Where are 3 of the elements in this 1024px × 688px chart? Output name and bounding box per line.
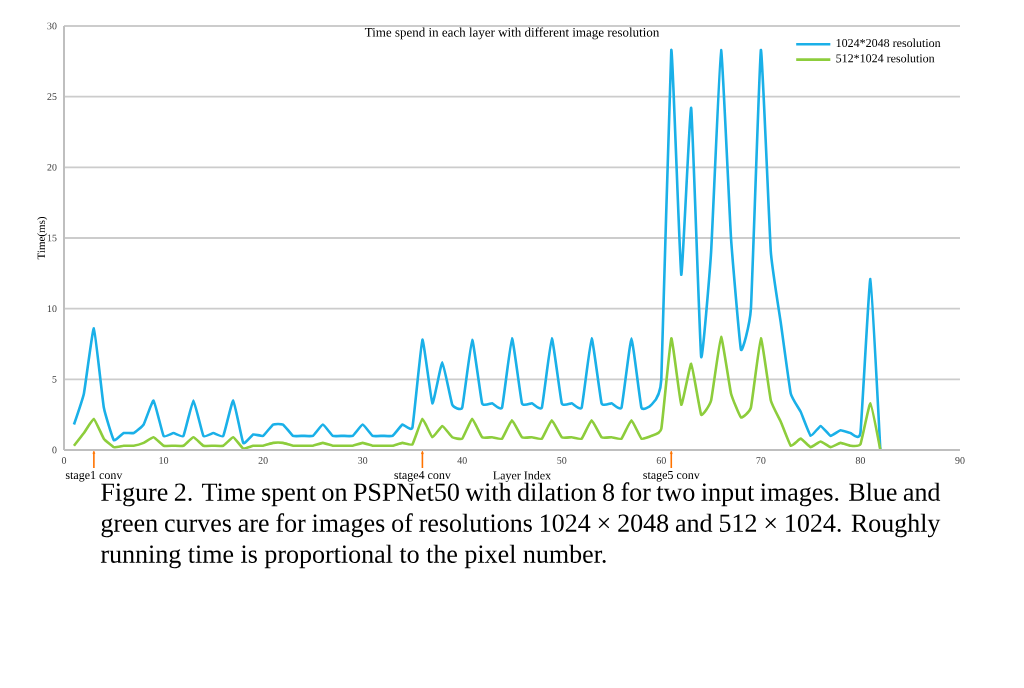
caption: Figure 2. Time spent on PSPNet50 with dilation 8 for two input images. Blue and green curves are for images of resolutions 1024 × 2048 and 512 × 1024. Roughly running time is proportional to the pixel number. bbox=[100, 482, 941, 569]
line-series bbox=[72, 335, 882, 452]
line-series bbox=[72, 48, 882, 452]
